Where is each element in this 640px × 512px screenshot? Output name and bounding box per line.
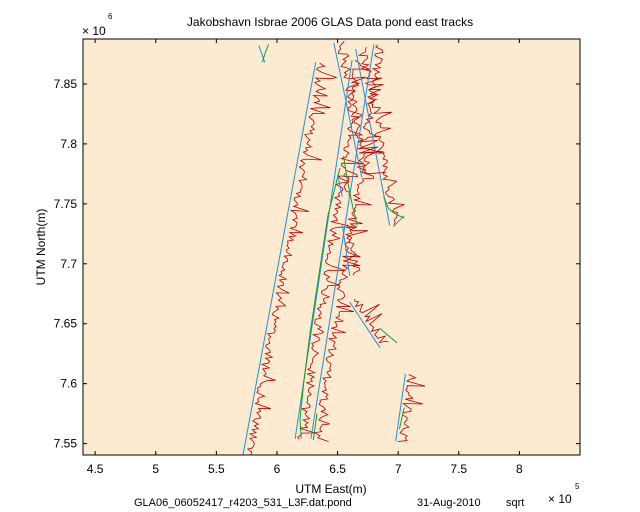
y-tick-label: 7.8: [60, 137, 77, 151]
ground-segment-line: [343, 155, 358, 226]
footer-filename: GLA06_06052417_r4203_531_L3F.dat.pond: [134, 497, 352, 509]
x-tick-label: 6.5: [329, 462, 346, 476]
x-tick-label: 5: [152, 462, 159, 476]
elevation-profile-line: [246, 62, 338, 455]
elevation-profile-line: [354, 298, 389, 344]
svg-text:6: 6: [108, 12, 113, 21]
y-tick-label: 7.85: [54, 77, 78, 91]
plot-area: [83, 39, 580, 455]
ground-segment-line: [398, 407, 405, 430]
elevation-profile-line: [357, 46, 405, 225]
x-exponent-label: × 10 5: [548, 482, 580, 506]
x-tick-label: 7: [395, 462, 402, 476]
x-axis-label: UTM East(m): [295, 482, 366, 496]
y-tick-label: 7.65: [54, 317, 78, 331]
x-tick-label: 8: [516, 462, 523, 476]
elevation-profile-line: [397, 374, 426, 442]
y-tick-label: 7.55: [54, 437, 78, 451]
ground-segment-line: [299, 167, 341, 439]
plot-frame: [82, 38, 581, 456]
y-axis-label: UTM North(m): [34, 209, 48, 286]
track-line: [337, 174, 343, 197]
svg-text:× 10: × 10: [548, 492, 572, 506]
ground-segment-line: [379, 328, 398, 344]
x-tick-label: 6: [274, 462, 281, 476]
track-line: [349, 301, 381, 348]
elevation-profile-line: [337, 40, 387, 175]
footer-date: 31-Aug-2010: [417, 497, 481, 509]
track-line: [395, 374, 406, 442]
y-exponent-label: × 10 6: [82, 12, 113, 38]
track-line: [258, 45, 266, 63]
y-tick-label: 7.7: [60, 257, 77, 271]
track-line: [242, 62, 317, 455]
svg-text:5: 5: [575, 482, 580, 491]
ground-segment-line: [312, 413, 318, 441]
elevation-profile-line: [313, 44, 384, 442]
track-line: [333, 43, 363, 178]
plot-clip: [242, 40, 426, 455]
elevation-profile-line: [346, 224, 369, 276]
chart-title: Jakobshavn Isbrae 2006 GLAS Data pond ea…: [187, 15, 473, 29]
footer-tag: sqrt: [506, 497, 525, 509]
y-tick-label: 7.6: [60, 377, 77, 391]
track-line: [310, 44, 375, 439]
x-tick-label: 4.5: [87, 462, 104, 476]
x-tick-label: 7.5: [450, 462, 467, 476]
y-tick-label: 7.75: [54, 197, 78, 211]
ground-segment-line: [383, 196, 405, 219]
x-tick-label: 5.5: [208, 462, 225, 476]
svg-text:× 10: × 10: [82, 24, 106, 38]
track-line: [341, 225, 351, 276]
ground-segment-line: [261, 44, 269, 63]
track-line: [355, 49, 391, 226]
